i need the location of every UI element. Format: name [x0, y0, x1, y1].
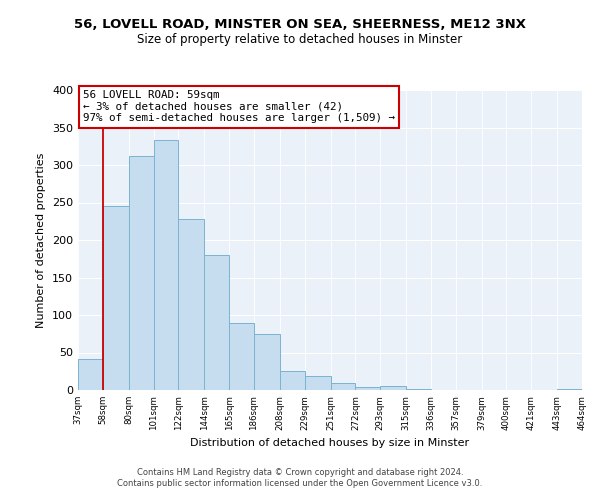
Bar	[103, 206, 129, 390]
Bar	[406, 389, 431, 390]
Bar	[557, 388, 582, 390]
Bar	[380, 386, 406, 390]
Text: 56 LOVELL ROAD: 59sqm
← 3% of detached houses are smaller (42)
97% of semi-detac: 56 LOVELL ROAD: 59sqm ← 3% of detached h…	[83, 90, 395, 123]
Bar	[154, 140, 178, 390]
Bar	[355, 387, 380, 390]
Text: Size of property relative to detached houses in Minster: Size of property relative to detached ho…	[137, 32, 463, 46]
Bar	[78, 358, 103, 390]
Bar	[305, 376, 331, 390]
Bar	[280, 371, 305, 390]
Bar	[178, 219, 204, 390]
Y-axis label: Number of detached properties: Number of detached properties	[37, 152, 46, 328]
Bar	[229, 322, 254, 390]
Text: 56, LOVELL ROAD, MINSTER ON SEA, SHEERNESS, ME12 3NX: 56, LOVELL ROAD, MINSTER ON SEA, SHEERNE…	[74, 18, 526, 30]
Bar	[129, 156, 154, 390]
Text: Contains HM Land Registry data © Crown copyright and database right 2024.
Contai: Contains HM Land Registry data © Crown c…	[118, 468, 482, 487]
Bar	[331, 382, 355, 390]
Bar	[204, 255, 229, 390]
X-axis label: Distribution of detached houses by size in Minster: Distribution of detached houses by size …	[190, 438, 470, 448]
Bar	[254, 334, 280, 390]
